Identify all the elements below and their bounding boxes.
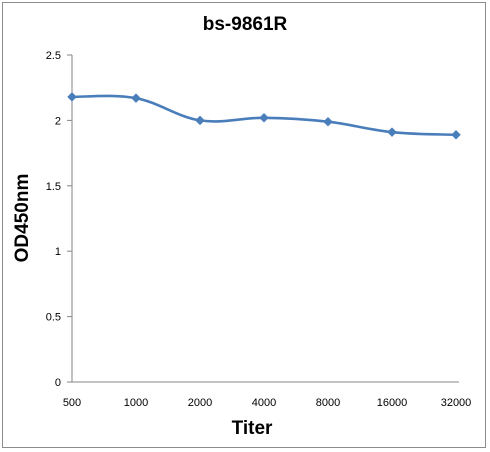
y-tick-group: 0 0.5 1 1.5 2 2.5: [46, 50, 72, 389]
x-tick-label: 32000: [441, 397, 472, 409]
y-tick-label: 1.5: [46, 181, 61, 193]
data-point: [195, 115, 205, 126]
data-point: [131, 93, 141, 104]
y-axis-title: OD450nm: [12, 174, 33, 263]
x-tick-group: 500 1000 2000 4000 8000 16000 32000: [63, 397, 471, 409]
x-tick-label: 16000: [377, 397, 408, 409]
x-tick-label: 4000: [252, 397, 276, 409]
chart-title: bs-9861R: [203, 14, 288, 35]
series-layer: [67, 92, 461, 140]
x-tick-label: 500: [63, 397, 81, 409]
x-tick-label: 1000: [124, 397, 148, 409]
chart-frame: [2, 2, 486, 448]
y-tick-label: 1: [55, 246, 61, 258]
data-point: [323, 116, 333, 127]
x-tick-label: 2000: [188, 397, 212, 409]
data-point: [259, 112, 269, 123]
y-tick-label: 0: [55, 377, 61, 389]
y-tick-label: 2.5: [46, 50, 61, 62]
data-point: [387, 127, 397, 138]
y-tick-label: 0.5: [46, 312, 61, 324]
x-axis-title: Titer: [232, 418, 273, 439]
data-point: [451, 129, 461, 140]
x-tick-label: 8000: [316, 397, 340, 409]
data-point: [67, 92, 77, 102]
y-tick-label: 2: [55, 115, 61, 127]
